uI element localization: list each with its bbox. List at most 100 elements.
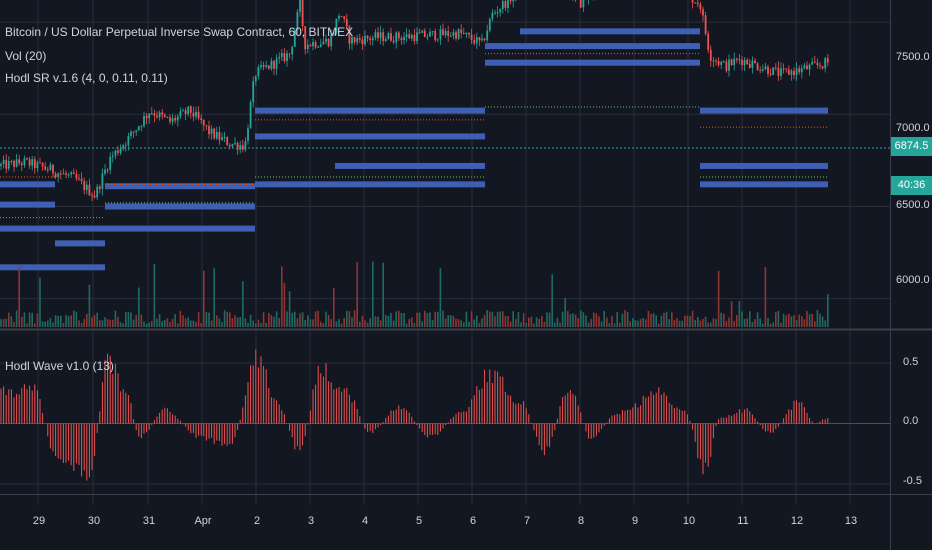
volume-bar — [325, 311, 327, 327]
volume-bar — [195, 321, 197, 327]
candle-body — [741, 59, 743, 66]
volume-bar — [824, 320, 826, 327]
candle-body — [356, 38, 359, 43]
wave-indicator-legend[interactable]: Hodl Wave v1.0 (13) — [5, 359, 114, 373]
candle-body — [358, 38, 361, 40]
candle-body — [759, 69, 762, 71]
volume-bar — [174, 314, 176, 327]
candle-body — [793, 70, 795, 76]
candle-body — [244, 141, 247, 150]
price-label: 7000.0 — [896, 122, 930, 134]
candle-body — [54, 173, 57, 178]
volume-bar — [15, 310, 18, 327]
volume-bar — [60, 315, 62, 327]
volume-bar — [351, 317, 353, 327]
volume-bar — [707, 322, 709, 327]
volume-bar — [83, 318, 85, 327]
candle-body — [699, 4, 702, 10]
sr-indicator-legend[interactable]: Hodl SR v.1.6 (4, 0, 0.11, 0.11) — [5, 71, 168, 85]
volume-bar — [252, 320, 254, 327]
candle-body — [135, 130, 138, 133]
candle-body — [202, 119, 205, 126]
candle-body — [182, 110, 184, 112]
candle-body — [57, 173, 60, 178]
volume-bar — [91, 317, 93, 327]
volume-bar — [717, 270, 720, 327]
volume-bar — [236, 317, 239, 327]
candle-body — [78, 178, 80, 180]
volume-bar — [663, 312, 665, 327]
candle-body — [335, 18, 338, 33]
time-label: 2 — [253, 515, 261, 527]
volume-bar — [639, 318, 642, 327]
volume-bar — [697, 316, 699, 327]
candle-body — [449, 35, 452, 37]
candle-body — [0, 164, 2, 166]
volume-bar — [28, 312, 31, 327]
volume-bar — [320, 321, 322, 327]
volume-bar — [710, 322, 712, 327]
candle-body — [228, 145, 231, 147]
candle-body — [124, 145, 127, 147]
volume-bar — [65, 315, 67, 327]
volume-bar — [156, 318, 158, 327]
volume-bar — [369, 318, 371, 327]
candle-body — [130, 131, 132, 136]
volume-bar — [489, 311, 491, 327]
candle-body — [23, 158, 26, 166]
volume-bar — [491, 311, 494, 327]
candle-body — [179, 111, 182, 117]
volume-bar — [273, 316, 275, 327]
volume-bar — [668, 319, 670, 327]
candle-body — [397, 32, 400, 39]
volume-bar — [621, 313, 624, 327]
candle-body — [800, 68, 803, 73]
volume-bar — [416, 312, 418, 327]
volume-bar — [504, 316, 507, 327]
volume-bar — [671, 312, 673, 327]
candle-body — [189, 106, 192, 113]
volume-bar — [567, 311, 569, 327]
volume-bar — [18, 267, 20, 327]
time-label: 9 — [631, 515, 639, 527]
volume-bar — [73, 310, 75, 327]
volume-bar — [629, 321, 631, 327]
candle-body — [764, 66, 767, 70]
candle-body — [696, 2, 699, 5]
candle-body — [83, 181, 86, 190]
volume-bar — [114, 310, 117, 327]
candle-body — [197, 111, 200, 119]
candle-body — [436, 39, 439, 41]
candle-body — [444, 30, 447, 36]
candle-body — [826, 58, 829, 63]
volume-bar — [208, 312, 210, 327]
vol-indicator-legend[interactable]: Vol (20) — [5, 49, 47, 63]
volume-bar — [288, 291, 291, 327]
candle-body — [93, 195, 96, 198]
candle-body — [353, 37, 356, 43]
candle-body — [387, 33, 390, 40]
volume-bar — [658, 323, 660, 327]
candle-body — [819, 65, 821, 67]
volume-bar — [478, 322, 481, 327]
candle-body — [340, 16, 343, 18]
volume-bar — [374, 316, 377, 327]
candle-body — [288, 53, 291, 55]
candle-body — [761, 69, 764, 71]
volume-bar — [684, 315, 686, 327]
candle-body — [96, 186, 99, 198]
candle-body — [709, 49, 712, 61]
candle-body — [694, 2, 697, 4]
volume-bar — [200, 323, 202, 327]
candle-body — [161, 112, 164, 115]
volume-bar — [632, 318, 634, 327]
volume-bar — [34, 323, 36, 327]
candle-body — [59, 173, 62, 175]
volume-bar — [281, 266, 283, 327]
candle-body — [262, 65, 265, 67]
candle-body — [379, 32, 382, 38]
candle-body — [111, 155, 114, 157]
candle-body — [260, 65, 262, 68]
